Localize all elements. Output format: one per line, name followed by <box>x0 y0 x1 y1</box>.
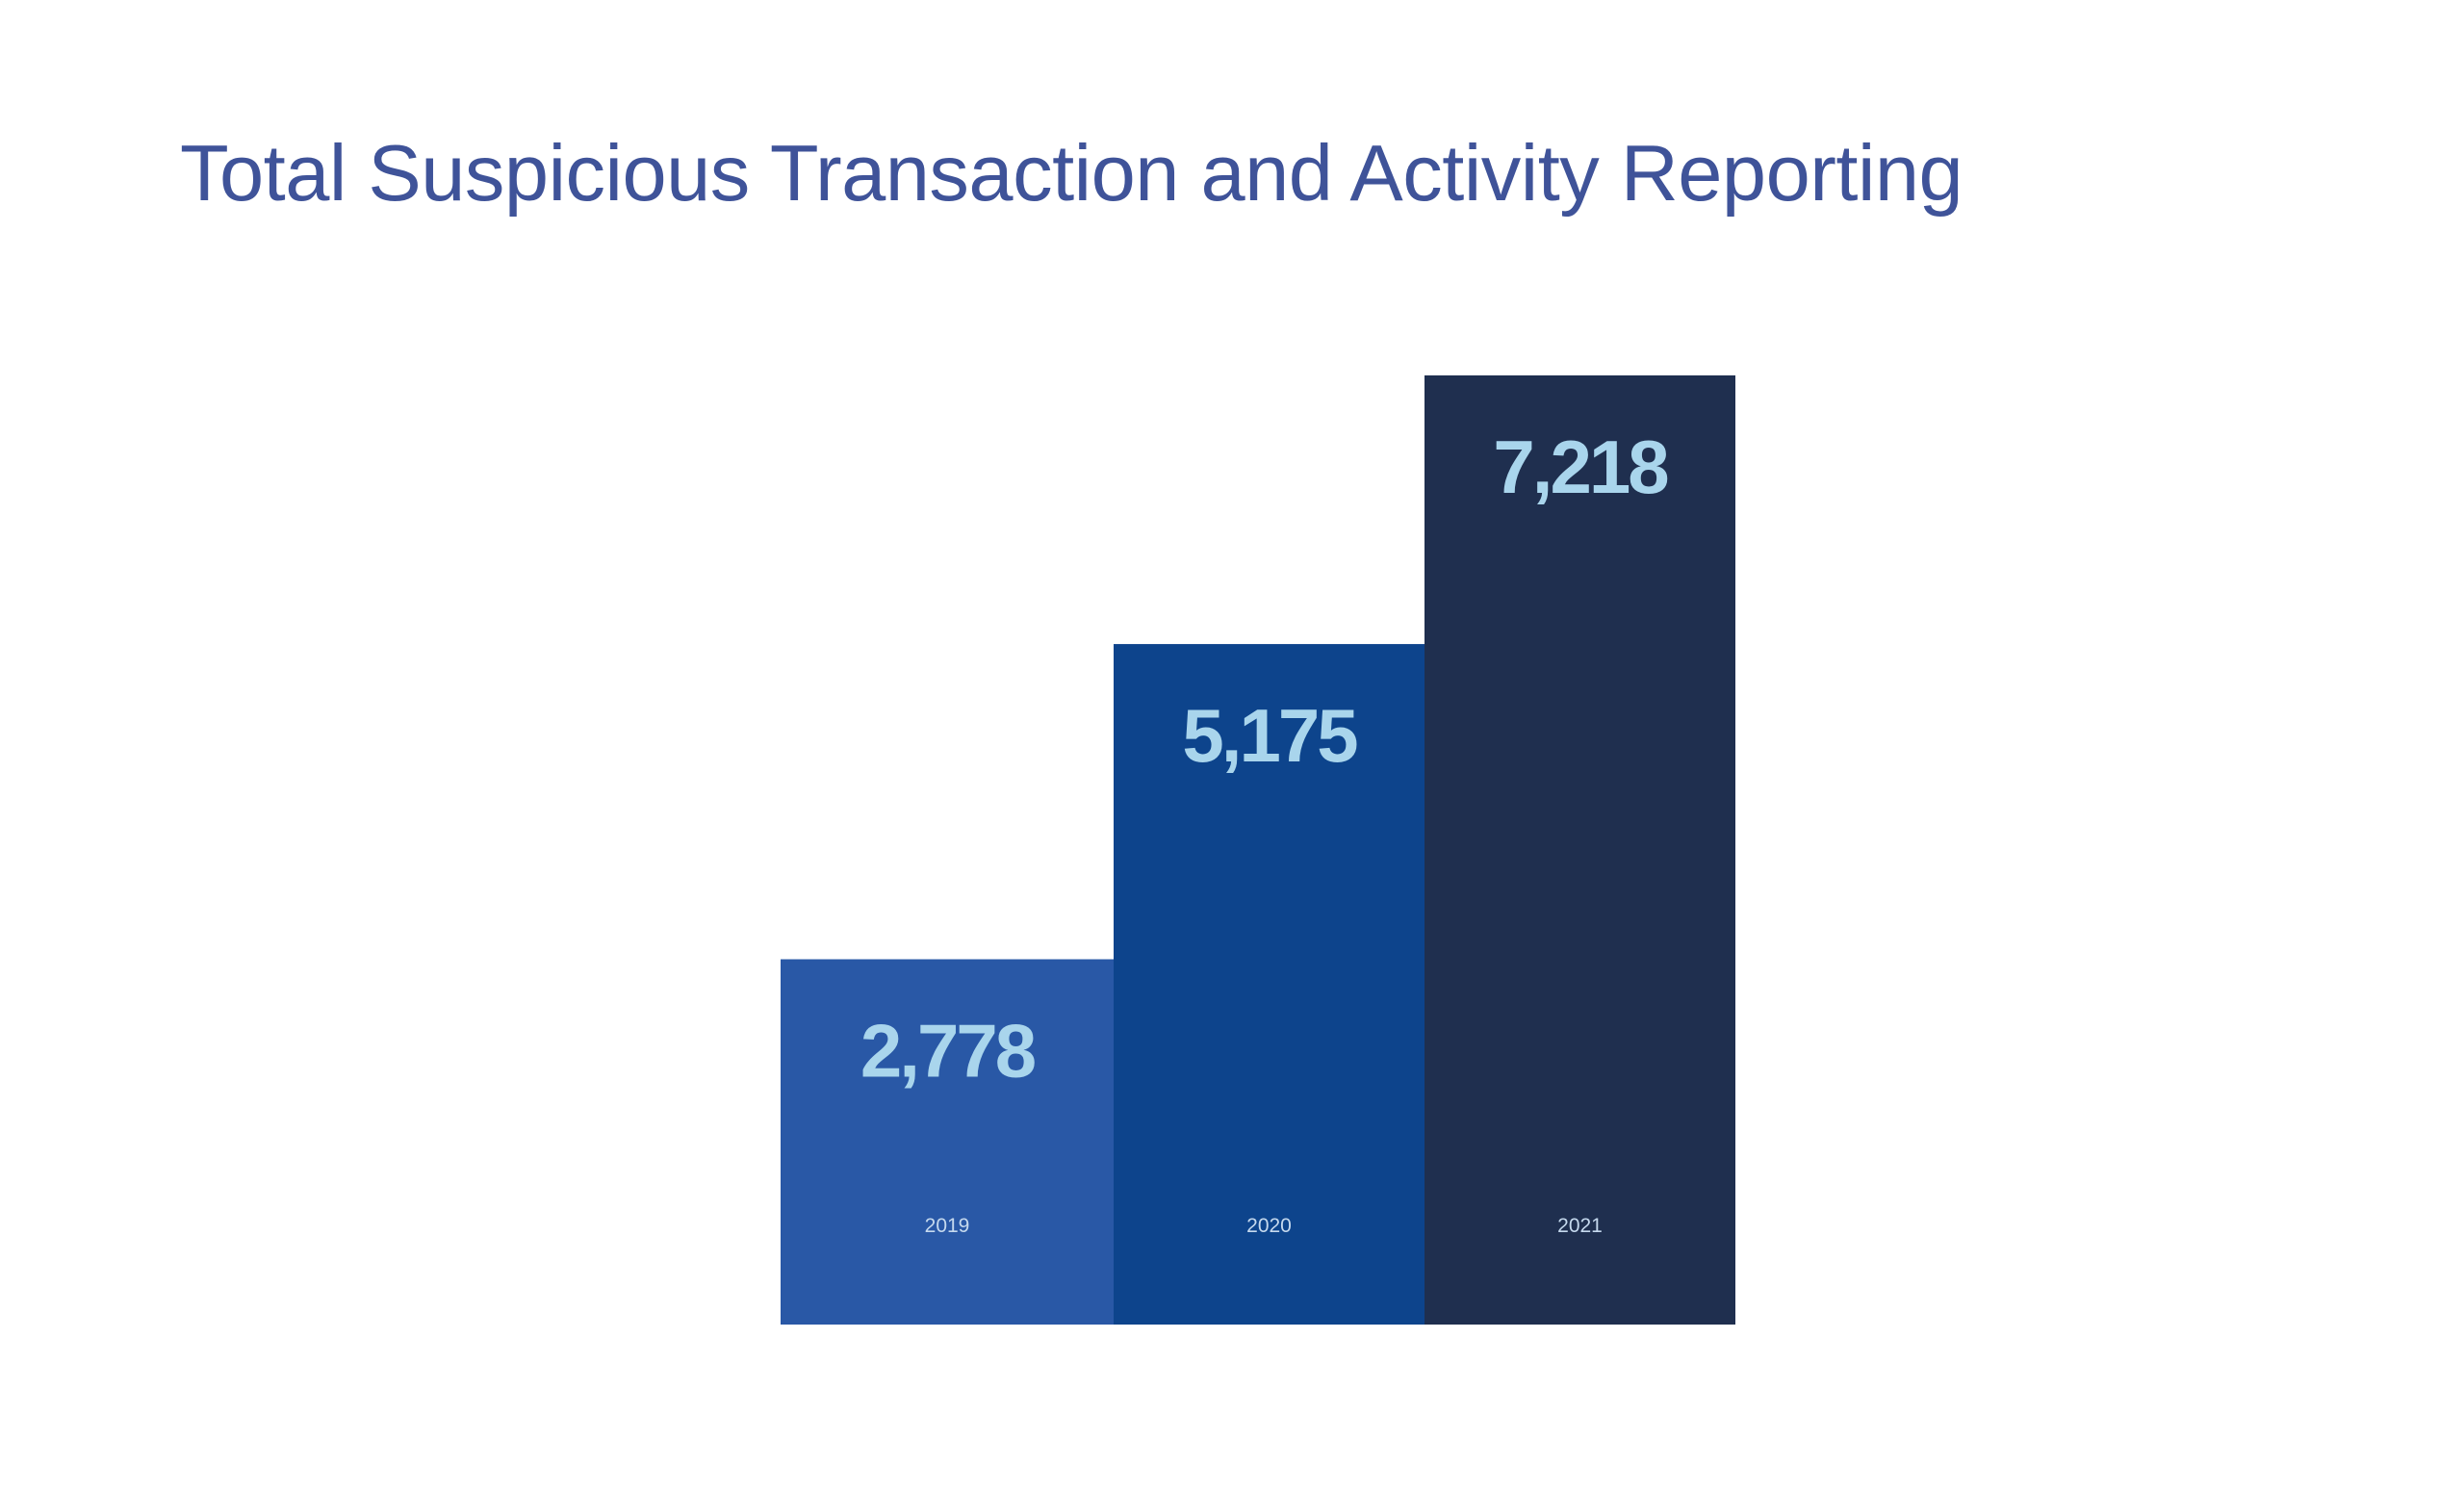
bar-2021 <box>1424 375 1735 1325</box>
bar-2020 <box>1114 644 1424 1325</box>
bar-value-label: 7,218 <box>1493 425 1667 509</box>
category-label: 2019 <box>925 1215 970 1237</box>
chart-title: Total Suspicious Transaction and Activit… <box>180 128 1964 218</box>
bar-value-label: 2,778 <box>860 1009 1035 1094</box>
category-label: 2020 <box>1246 1215 1292 1237</box>
bar-value-label: 5,175 <box>1182 693 1357 778</box>
bar-2019 <box>781 959 1114 1325</box>
category-label: 2021 <box>1557 1215 1603 1237</box>
